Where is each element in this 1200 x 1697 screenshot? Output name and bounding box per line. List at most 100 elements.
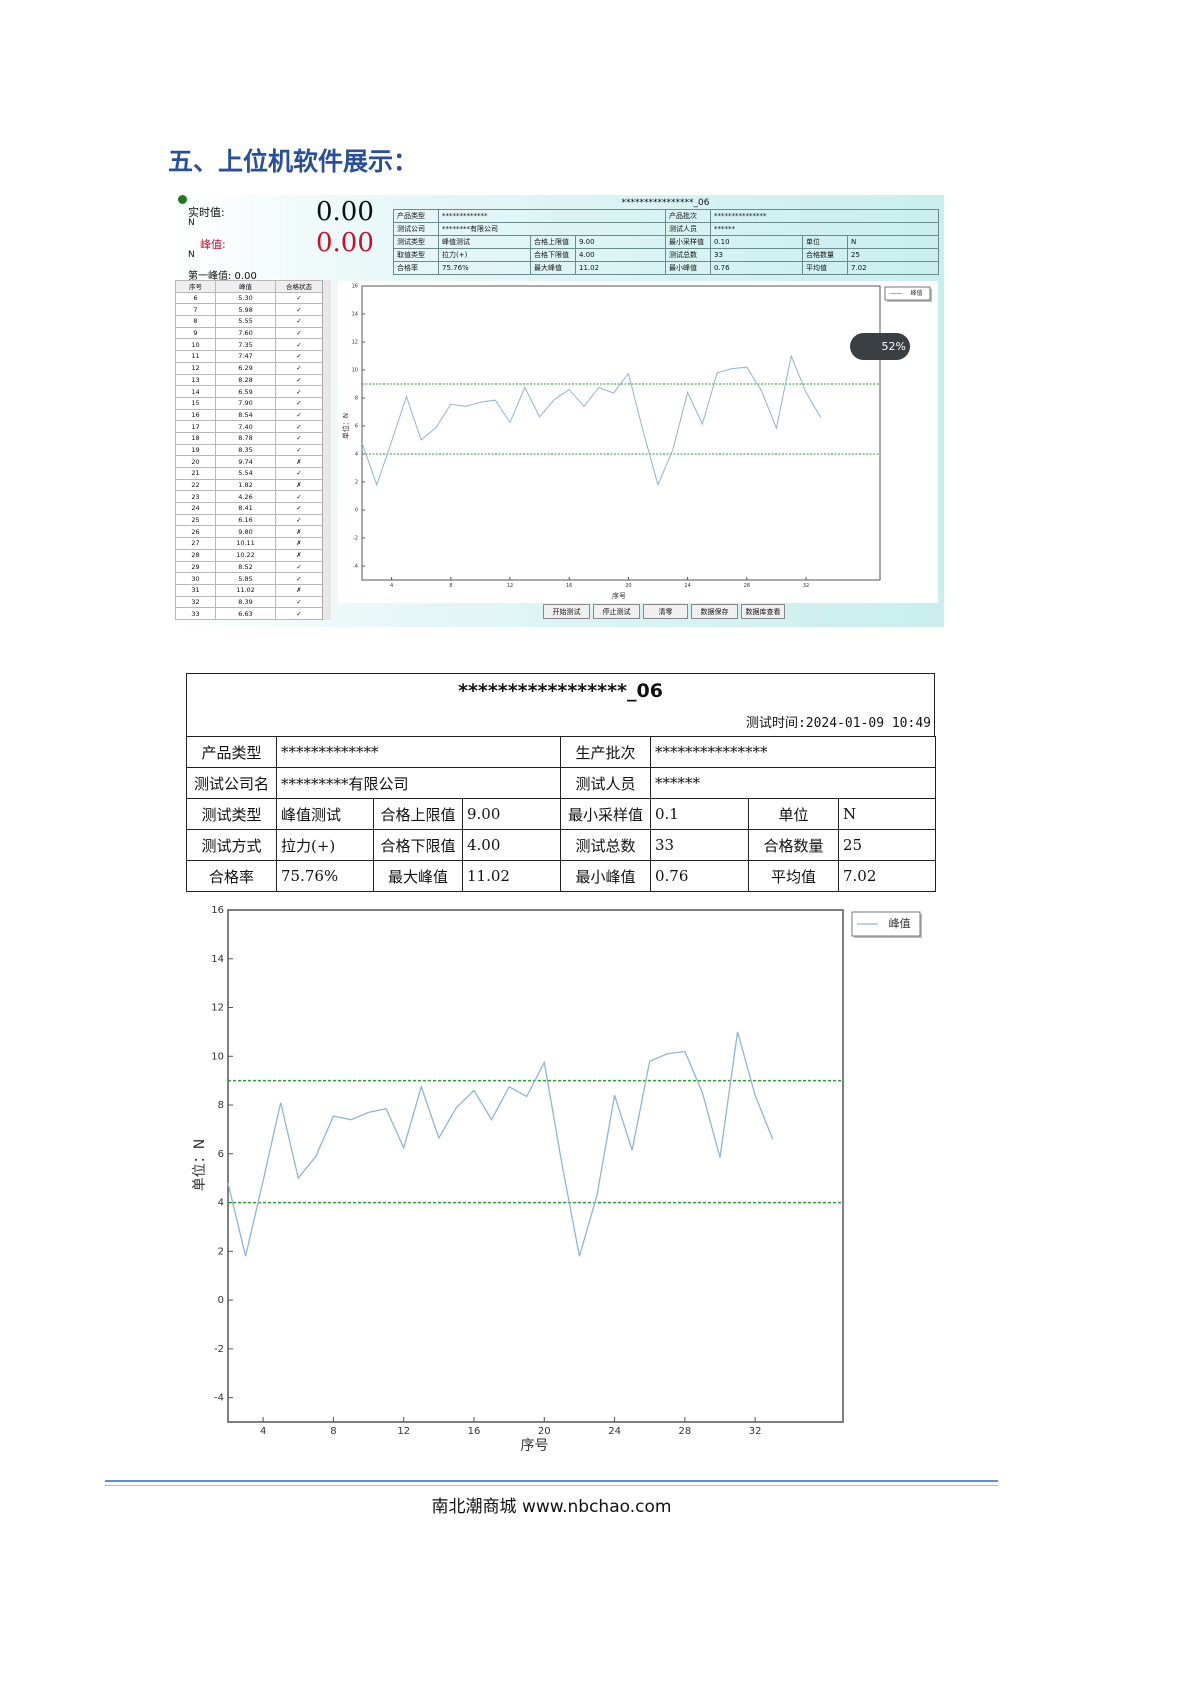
x-tick-label: 12 <box>397 1426 410 1437</box>
y-tick-label: 0 <box>218 1295 224 1306</box>
list-cell: 24 <box>175 502 216 515</box>
x-tick-label: 4 <box>390 583 393 589</box>
list-cell: 31 <box>175 583 216 597</box>
list-cell: ✓ <box>275 326 323 340</box>
list-cell: ✓ <box>275 385 323 398</box>
list-cell: 21 <box>175 467 216 480</box>
list-cell: ✓ <box>275 513 323 527</box>
report-table: 产品类型 ************* 生产批次 *************** 测试公司… <box>186 736 936 892</box>
list-cell: 5.98 <box>215 303 276 317</box>
list-cell: 10 <box>175 338 216 352</box>
field-label: 最小峰值 <box>665 261 711 275</box>
field-label: 最小采样值 <box>560 798 651 830</box>
list-row: 21 5.54 ✓ <box>175 467 323 480</box>
list-row: 32 8.39 ✓ <box>175 595 323 609</box>
y-tick-label: 10 <box>352 368 358 374</box>
list-row: 29 8.52 ✓ <box>175 560 323 574</box>
list-cell: 15 <box>175 396 216 410</box>
list-cell: 18 <box>175 431 216 445</box>
list-cell: 27 <box>175 537 216 550</box>
y-tick-label: 16 <box>352 284 358 290</box>
list-cell: 8.41 <box>215 502 276 515</box>
button[interactable]: 数据库查看 <box>741 604 785 619</box>
button[interactable]: 开始测试 <box>543 604 590 619</box>
list-cell: 7.47 <box>215 350 276 363</box>
list-cell: 6.16 <box>215 513 276 527</box>
y-tick-label: 12 <box>352 340 358 346</box>
list-row: 9 7.60 ✓ <box>175 326 323 340</box>
y-tick-label: 2 <box>355 480 358 486</box>
field-label: 测试公司名 <box>186 767 277 799</box>
list-row: 28 10.22 ✗ <box>175 548 323 562</box>
gauge-widget: 52% <box>850 333 910 360</box>
button[interactable]: 清零 <box>643 604 688 619</box>
field-value: ****** <box>650 767 936 799</box>
list-cell: ✓ <box>275 291 323 305</box>
x-tick-label: 32 <box>803 583 809 589</box>
x-tick-label: 28 <box>678 1426 691 1437</box>
field-value: ********有限公司 <box>438 222 666 236</box>
x-axis-label: 序号 <box>612 591 626 600</box>
list-row: 26 9.80 ✗ <box>175 525 323 539</box>
field-value: 25 <box>838 829 936 861</box>
report-title: *****************_06 <box>458 680 663 702</box>
list-cell: 12 <box>175 361 216 375</box>
list-row: 24 8.41 ✓ <box>175 502 323 515</box>
list-row: 23 4.26 ✓ <box>175 490 323 504</box>
list-cell: 8.54 <box>215 408 276 422</box>
x-tick-label: 8 <box>449 583 452 589</box>
field-label: 最小峰值 <box>560 860 651 892</box>
list-cell: ✓ <box>275 595 323 609</box>
list-cell: 8.78 <box>215 431 276 445</box>
list-header: 峰值 <box>215 280 276 293</box>
field-label: 平均值 <box>802 261 848 275</box>
field-value: 75.76% <box>276 860 374 892</box>
y-tick-label: 6 <box>218 1149 224 1160</box>
button[interactable]: 数据保存 <box>691 604 738 619</box>
y-tick-label: 4 <box>218 1198 224 1209</box>
x-tick-label: 16 <box>566 583 572 589</box>
y-tick-label: 8 <box>218 1100 224 1111</box>
list-cell: 22 <box>175 478 216 492</box>
legend-box <box>884 286 931 301</box>
report-time: 测试时间:2024-01-09 10:49 <box>745 716 931 731</box>
legend-label: 峰值 <box>910 289 922 297</box>
field-value: 4.00 <box>575 248 666 262</box>
y-tick-label: -4 <box>353 564 358 570</box>
field-label: 合格上限值 <box>373 798 463 830</box>
list-row: 31 11.02 ✗ <box>175 583 323 597</box>
list-header: 合格状态 <box>275 280 323 293</box>
field-value: ************* <box>438 209 666 223</box>
list-cell: ✗ <box>275 537 323 550</box>
y-axis-label: 单位：N <box>192 1139 208 1191</box>
list-cell: ✓ <box>275 431 323 445</box>
list-row: 12 6.29 ✓ <box>175 361 323 375</box>
scrollbar[interactable] <box>322 280 331 620</box>
table-row: 合格率 75.76% 最大峰值 11.02 最小峰值 0.76 平均值 7.02 <box>186 860 936 892</box>
field-label: 最大峰值 <box>530 261 576 275</box>
y-tick-label: 6 <box>355 424 358 430</box>
y-tick-label: 2 <box>218 1246 224 1257</box>
footer-rule <box>105 1480 998 1486</box>
list-cell: 6.29 <box>215 361 276 375</box>
x-tick-label: 8 <box>330 1426 336 1437</box>
y-tick-label: 8 <box>355 396 358 402</box>
list-cell: 8 <box>175 315 216 328</box>
list-cell: 6.59 <box>215 385 276 398</box>
field-value: 11.02 <box>462 860 561 892</box>
field-value: 0.76 <box>710 261 803 275</box>
field-label: 合格率 <box>393 261 439 275</box>
field-value: 0.76 <box>650 860 749 892</box>
field-value: *********有限公司 <box>276 767 561 799</box>
table-row: 测试方式 拉力(+) 合格下限值 4.00 测试总数 33 合格数量 25 <box>186 829 936 861</box>
list-cell: 10.11 <box>215 537 276 550</box>
list-cell: ✓ <box>275 338 323 352</box>
field-value: 33 <box>710 248 803 262</box>
peak-unit: N <box>188 250 195 260</box>
button[interactable]: 停止测试 <box>593 604 640 619</box>
field-value: 0.1 <box>650 798 749 830</box>
field-label: 测试人员 <box>665 222 711 236</box>
list-cell: 17 <box>175 420 216 433</box>
table-row: 取值类型 拉力(+) 合格下限值 4.00 测试总数 33 合格数量 25 <box>393 248 940 262</box>
field-label: 单位 <box>802 235 848 249</box>
